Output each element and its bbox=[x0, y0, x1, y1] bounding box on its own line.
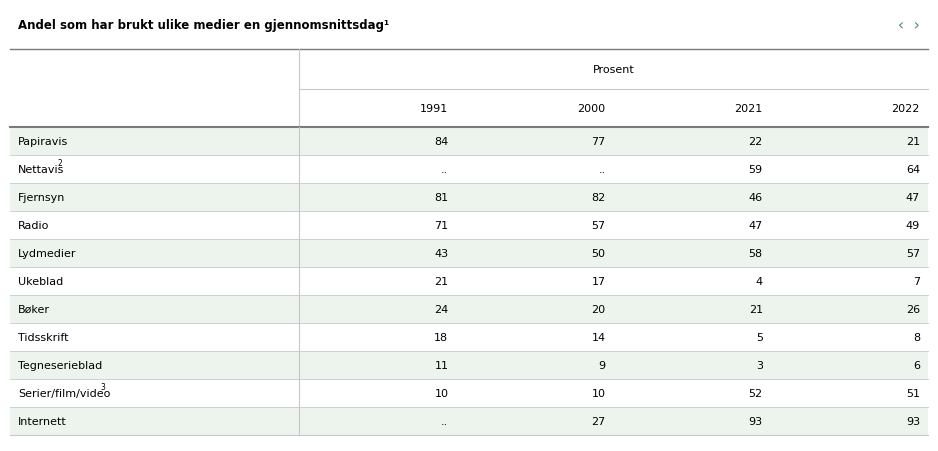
Bar bbox=[10, 156, 928, 184]
Bar bbox=[10, 407, 928, 435]
Text: Prosent: Prosent bbox=[593, 65, 634, 75]
Text: 93: 93 bbox=[749, 416, 763, 426]
Text: 2000: 2000 bbox=[578, 104, 606, 114]
Bar bbox=[10, 239, 928, 267]
Bar bbox=[10, 212, 928, 239]
Bar bbox=[10, 267, 928, 295]
Text: 77: 77 bbox=[591, 137, 606, 147]
Text: 8: 8 bbox=[913, 332, 920, 342]
Text: 46: 46 bbox=[749, 193, 763, 202]
Bar bbox=[10, 295, 928, 323]
Text: 47: 47 bbox=[906, 193, 920, 202]
Text: 17: 17 bbox=[592, 276, 606, 286]
Text: Andel som har brukt ulike medier en gjennomsnittsdag¹: Andel som har brukt ulike medier en gjen… bbox=[18, 18, 389, 32]
Text: 50: 50 bbox=[592, 249, 606, 258]
Text: 3: 3 bbox=[756, 360, 763, 370]
Text: 22: 22 bbox=[749, 137, 763, 147]
Text: 20: 20 bbox=[592, 304, 606, 314]
Text: 49: 49 bbox=[906, 221, 920, 230]
Text: Tidsskrift: Tidsskrift bbox=[18, 332, 68, 342]
Bar bbox=[10, 184, 928, 212]
Text: Ukeblad: Ukeblad bbox=[18, 276, 63, 286]
Text: 43: 43 bbox=[434, 249, 448, 258]
Bar bbox=[10, 90, 928, 128]
Text: Lydmedier: Lydmedier bbox=[18, 249, 77, 258]
Text: 9: 9 bbox=[598, 360, 606, 370]
Text: 21: 21 bbox=[906, 137, 920, 147]
Bar bbox=[10, 128, 928, 156]
Text: 3: 3 bbox=[100, 382, 105, 391]
Text: 81: 81 bbox=[434, 193, 448, 202]
Text: ..: .. bbox=[598, 165, 606, 175]
Text: Serier/film/video: Serier/film/video bbox=[18, 388, 111, 398]
Text: 64: 64 bbox=[906, 165, 920, 175]
Text: 47: 47 bbox=[749, 221, 763, 230]
Text: 57: 57 bbox=[906, 249, 920, 258]
Text: 2022: 2022 bbox=[892, 104, 920, 114]
Text: Fjernsyn: Fjernsyn bbox=[18, 193, 66, 202]
Text: 10: 10 bbox=[592, 388, 606, 398]
Text: 1991: 1991 bbox=[420, 104, 448, 114]
Text: 93: 93 bbox=[906, 416, 920, 426]
Text: 7: 7 bbox=[913, 276, 920, 286]
Text: 26: 26 bbox=[906, 304, 920, 314]
Text: 21: 21 bbox=[434, 276, 448, 286]
Text: 14: 14 bbox=[592, 332, 606, 342]
Bar bbox=[10, 50, 928, 90]
Text: 52: 52 bbox=[749, 388, 763, 398]
Text: 27: 27 bbox=[591, 416, 606, 426]
Text: Tegneserieblad: Tegneserieblad bbox=[18, 360, 102, 370]
Text: Papiravis: Papiravis bbox=[18, 137, 68, 147]
Text: 2021: 2021 bbox=[734, 104, 763, 114]
Text: Bøker: Bøker bbox=[18, 304, 50, 314]
Bar bbox=[10, 323, 928, 351]
Bar bbox=[10, 0, 928, 50]
Text: ‹  ›: ‹ › bbox=[899, 18, 920, 32]
Text: 6: 6 bbox=[913, 360, 920, 370]
Text: ..: .. bbox=[441, 165, 448, 175]
Text: 82: 82 bbox=[591, 193, 606, 202]
Text: 24: 24 bbox=[434, 304, 448, 314]
Text: 59: 59 bbox=[749, 165, 763, 175]
Text: 18: 18 bbox=[434, 332, 448, 342]
Text: 11: 11 bbox=[434, 360, 448, 370]
Text: 58: 58 bbox=[749, 249, 763, 258]
Text: 51: 51 bbox=[906, 388, 920, 398]
Text: ..: .. bbox=[441, 416, 448, 426]
Text: 2: 2 bbox=[57, 159, 62, 168]
Bar bbox=[10, 379, 928, 407]
Text: 4: 4 bbox=[756, 276, 763, 286]
Text: 21: 21 bbox=[749, 304, 763, 314]
Text: 84: 84 bbox=[434, 137, 448, 147]
Text: Internett: Internett bbox=[18, 416, 67, 426]
Text: 57: 57 bbox=[592, 221, 606, 230]
Text: Radio: Radio bbox=[18, 221, 50, 230]
Text: 10: 10 bbox=[434, 388, 448, 398]
Text: 71: 71 bbox=[434, 221, 448, 230]
Text: 5: 5 bbox=[756, 332, 763, 342]
Text: Nettavis: Nettavis bbox=[18, 165, 65, 175]
Bar bbox=[10, 351, 928, 379]
